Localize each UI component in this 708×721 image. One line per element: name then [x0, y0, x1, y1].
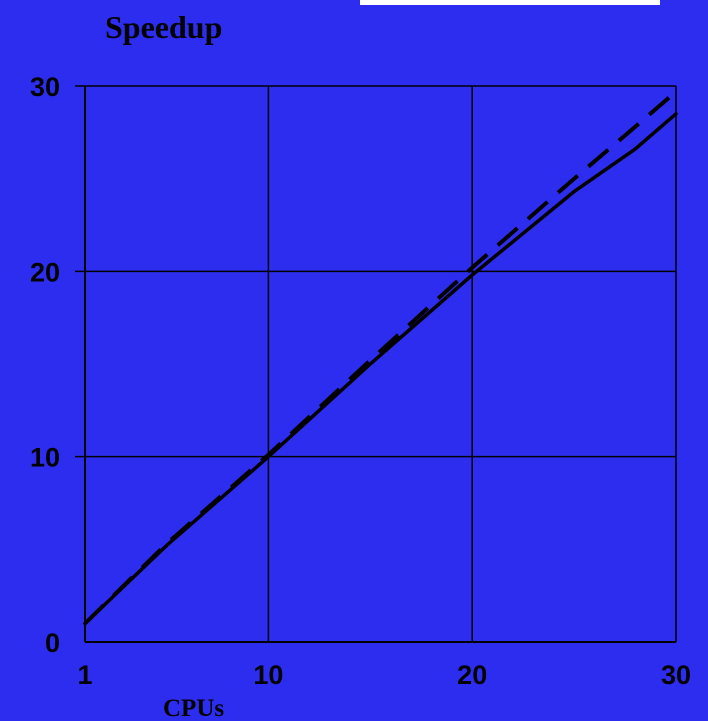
y-tick-label-10: 10: [30, 443, 60, 473]
series-line-dashed: [83, 90, 678, 625]
x-tick-label-10: 10: [253, 660, 283, 690]
tick-label-layer: 1 10 20 30 0 10 20 30: [30, 72, 691, 690]
y-tick-label-30: 30: [30, 72, 60, 102]
x-tick-label-1: 1: [77, 660, 92, 690]
y-tick-label-0: 0: [45, 628, 60, 658]
x-tick-label-20: 20: [457, 660, 487, 690]
x-axis-label: CPUs: [163, 695, 224, 721]
grid-layer: [75, 85, 677, 643]
x-tick-label-30: 30: [661, 660, 691, 690]
series-line-solid: [83, 112, 678, 626]
y-tick-label-20: 20: [30, 257, 60, 287]
series-layer: [83, 90, 678, 626]
chart-title: Speedup: [105, 9, 222, 45]
top-decorative-bar: [360, 0, 660, 5]
